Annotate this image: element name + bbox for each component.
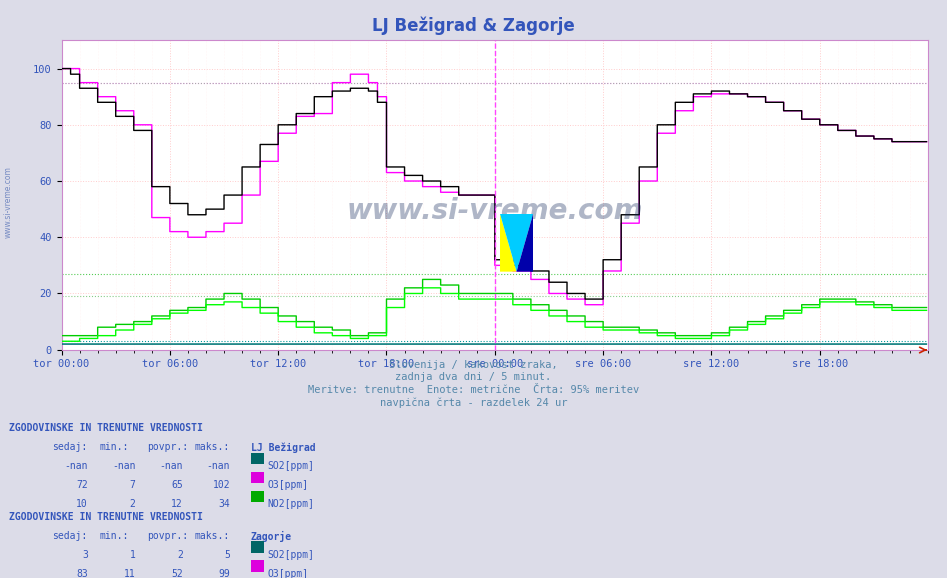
Text: 11: 11 — [124, 569, 135, 578]
Text: 2: 2 — [130, 499, 135, 509]
Polygon shape — [517, 214, 533, 272]
Text: www.si-vreme.com: www.si-vreme.com — [347, 197, 643, 224]
Text: povpr.:: povpr.: — [147, 531, 188, 540]
Text: SO2[ppm]: SO2[ppm] — [267, 461, 314, 471]
Text: sedaj:: sedaj: — [52, 442, 87, 452]
Text: zadnja dva dni / 5 minut.: zadnja dva dni / 5 minut. — [396, 372, 551, 382]
Text: maks.:: maks.: — [194, 531, 229, 540]
Text: O3[ppm]: O3[ppm] — [267, 480, 308, 490]
Text: min.:: min.: — [99, 442, 129, 452]
Text: www.si-vreme.com: www.si-vreme.com — [4, 166, 13, 238]
Text: Meritve: trenutne  Enote: metrične  Črta: 95% meritev: Meritve: trenutne Enote: metrične Črta: … — [308, 385, 639, 395]
Text: 65: 65 — [171, 480, 183, 490]
Text: 1: 1 — [130, 550, 135, 560]
Text: sedaj:: sedaj: — [52, 531, 87, 540]
Text: 99: 99 — [219, 569, 230, 578]
Text: O3[ppm]: O3[ppm] — [267, 569, 308, 578]
Text: LJ Bežigrad & Zagorje: LJ Bežigrad & Zagorje — [372, 16, 575, 35]
Text: 102: 102 — [212, 480, 230, 490]
Text: 34: 34 — [219, 499, 230, 509]
Text: povpr.:: povpr.: — [147, 442, 188, 452]
Text: SO2[ppm]: SO2[ppm] — [267, 550, 314, 560]
Text: 12: 12 — [171, 499, 183, 509]
Text: LJ Bežigrad: LJ Bežigrad — [251, 442, 315, 453]
Text: 10: 10 — [77, 499, 88, 509]
Text: NO2[ppm]: NO2[ppm] — [267, 499, 314, 509]
Text: -nan: -nan — [159, 461, 183, 471]
Text: maks.:: maks.: — [194, 442, 229, 452]
Text: 83: 83 — [77, 569, 88, 578]
Polygon shape — [500, 214, 533, 272]
Text: Slovenija / kakovost zraka,: Slovenija / kakovost zraka, — [389, 360, 558, 369]
Text: Zagorje: Zagorje — [251, 531, 292, 542]
Text: ZGODOVINSKE IN TRENUTNE VREDNOSTI: ZGODOVINSKE IN TRENUTNE VREDNOSTI — [9, 512, 204, 521]
Text: 5: 5 — [224, 550, 230, 560]
Text: -nan: -nan — [206, 461, 230, 471]
Text: 2: 2 — [177, 550, 183, 560]
Text: ZGODOVINSKE IN TRENUTNE VREDNOSTI: ZGODOVINSKE IN TRENUTNE VREDNOSTI — [9, 423, 204, 433]
Text: -nan: -nan — [112, 461, 135, 471]
Polygon shape — [500, 214, 517, 272]
Text: min.:: min.: — [99, 531, 129, 540]
Text: -nan: -nan — [64, 461, 88, 471]
Text: 7: 7 — [130, 480, 135, 490]
Text: 3: 3 — [82, 550, 88, 560]
Text: 72: 72 — [77, 480, 88, 490]
Text: 52: 52 — [171, 569, 183, 578]
Text: navpična črta - razdelek 24 ur: navpična črta - razdelek 24 ur — [380, 398, 567, 408]
